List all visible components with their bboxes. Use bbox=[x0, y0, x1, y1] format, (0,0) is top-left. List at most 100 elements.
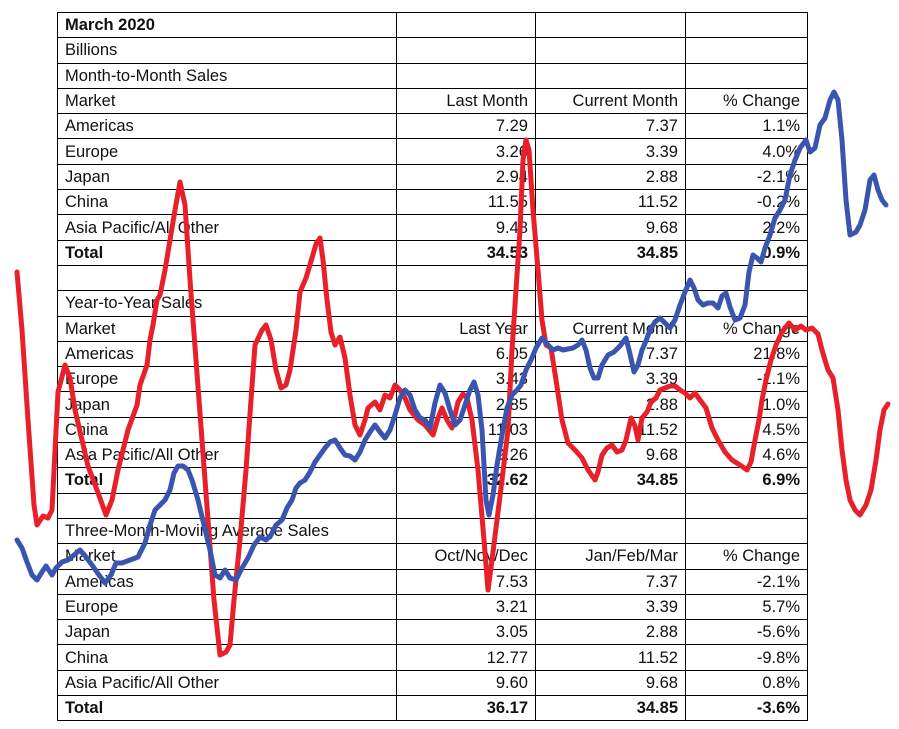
previous-value-cell: 3.26 bbox=[396, 138, 536, 165]
current-value-cell: 9.68 bbox=[535, 214, 686, 241]
percent-change-cell: 1.0% bbox=[685, 391, 808, 418]
market-cell: Total bbox=[57, 239, 397, 266]
previous-value-cell: 7.29 bbox=[396, 113, 536, 140]
percent-change-cell: -2.1% bbox=[685, 163, 808, 191]
percent-change-cell: 4.5% bbox=[685, 416, 808, 444]
table-row: Japan 2.85 2.88 1.0% bbox=[57, 391, 808, 418]
market-cell: China bbox=[57, 189, 397, 216]
blank-cell bbox=[685, 37, 808, 64]
percent-change-cell: 1.1% bbox=[685, 113, 808, 140]
previous-value-cell: 7.53 bbox=[396, 568, 536, 595]
current-value-cell: 3.39 bbox=[535, 138, 686, 165]
table-row: China 11.03 11.52 4.5% bbox=[57, 416, 808, 444]
table-row: Japan 3.05 2.88 -5.6% bbox=[57, 619, 808, 646]
section-heading-label: Three-Month-Moving Average Sales bbox=[57, 517, 397, 545]
blank-cell bbox=[685, 62, 808, 89]
blank-cell bbox=[396, 290, 536, 317]
market-cell: Japan bbox=[57, 391, 397, 418]
report-title-label: March 2020 bbox=[57, 11, 397, 39]
blank-cell bbox=[535, 492, 686, 519]
report-title: March 2020 bbox=[57, 11, 808, 39]
blank-cell bbox=[535, 37, 686, 64]
table-row: Europe 3.21 3.39 5.7% bbox=[57, 593, 808, 621]
market-cell: China bbox=[57, 644, 397, 671]
unit-label: Billions bbox=[57, 37, 808, 64]
table-row: Asia Pacific/All Other 9.48 9.68 2.2% bbox=[57, 214, 808, 241]
previous-value-cell: 11.03 bbox=[396, 416, 536, 444]
total-row: Total 32.62 34.85 6.9% bbox=[57, 467, 808, 494]
total-row: Total 34.53 34.85 0.9% bbox=[57, 239, 808, 266]
previous-value-cell: 34.53 bbox=[396, 239, 536, 266]
market-cell: Europe bbox=[57, 593, 397, 621]
market-cell: Americas bbox=[57, 340, 397, 368]
previous-value-cell: 9.60 bbox=[396, 669, 536, 697]
blank-cell bbox=[396, 264, 536, 292]
table-row: China 11.55 11.52 -0.2% bbox=[57, 189, 808, 216]
percent-change-cell: -0.2% bbox=[685, 189, 808, 216]
percent-change-cell: % Change bbox=[685, 315, 808, 342]
current-value-cell: Current Month bbox=[535, 315, 686, 342]
current-value-cell: 3.39 bbox=[535, 366, 686, 393]
section-heading-label: Month-to-Month Sales bbox=[57, 62, 397, 89]
percent-change-cell: -3.6% bbox=[685, 695, 808, 722]
market-cell: Europe bbox=[57, 138, 397, 165]
current-value-cell: 9.68 bbox=[535, 669, 686, 697]
previous-value-cell: Last Month bbox=[396, 87, 536, 115]
market-cell: Asia Pacific/All Other bbox=[57, 442, 397, 469]
market-cell: Americas bbox=[57, 568, 397, 595]
previous-value-cell: 11.55 bbox=[396, 189, 536, 216]
market-cell: Europe bbox=[57, 366, 397, 393]
blank-cell bbox=[396, 492, 536, 519]
current-value-cell: 2.88 bbox=[535, 163, 686, 191]
table-row: Europe 3.43 3.39 -1.1% bbox=[57, 366, 808, 393]
column-header-row: Market Last Year Current Month% Change bbox=[57, 315, 808, 342]
blank-cell bbox=[685, 290, 808, 317]
section-heading: Three-Month-Moving Average Sales bbox=[57, 517, 808, 545]
blank-cell bbox=[396, 11, 536, 39]
market-cell: Market bbox=[57, 315, 397, 342]
blank-cell bbox=[535, 11, 686, 39]
current-value-cell: 11.52 bbox=[535, 644, 686, 671]
previous-value-cell: 3.21 bbox=[396, 593, 536, 621]
blank-cell bbox=[535, 290, 686, 317]
blank-cell bbox=[685, 11, 808, 39]
market-cell: Market bbox=[57, 543, 397, 570]
current-value-cell: 2.88 bbox=[535, 391, 686, 418]
section-heading-label: Year-to-Year Sales bbox=[57, 290, 397, 317]
previous-value-cell: Oct/Nov/Dec bbox=[396, 543, 536, 570]
table-row: Asia Pacific/All Other 9.26 9.68 4.6% bbox=[57, 442, 808, 469]
total-row: Total 36.17 34.85 -3.6% bbox=[57, 695, 808, 722]
blank-cell bbox=[685, 264, 808, 292]
current-value-cell: 11.52 bbox=[535, 189, 686, 216]
current-value-cell: 7.37 bbox=[535, 568, 686, 595]
current-value-cell: 34.85 bbox=[535, 239, 686, 266]
percent-change-cell: -1.1% bbox=[685, 366, 808, 393]
previous-value-cell: 3.43 bbox=[396, 366, 536, 393]
previous-value-cell: Last Year bbox=[396, 315, 536, 342]
previous-value-cell: 6.05 bbox=[396, 340, 536, 368]
percent-change-cell: -9.8% bbox=[685, 644, 808, 671]
current-value-cell: 7.37 bbox=[535, 113, 686, 140]
previous-value-cell: 3.05 bbox=[396, 619, 536, 646]
percent-change-cell: % Change bbox=[685, 543, 808, 570]
market-cell: Total bbox=[57, 695, 397, 722]
percent-change-cell: % Change bbox=[685, 87, 808, 115]
current-value-cell: 11.52 bbox=[535, 416, 686, 444]
market-cell: Market bbox=[57, 87, 397, 115]
market-cell: Asia Pacific/All Other bbox=[57, 214, 397, 241]
previous-value-cell: 12.77 bbox=[396, 644, 536, 671]
spacer-row bbox=[57, 492, 808, 519]
blank-cell bbox=[57, 492, 397, 519]
table-row: Japan 2.94 2.88 -2.1% bbox=[57, 163, 808, 191]
percent-change-cell: 21.8% bbox=[685, 340, 808, 368]
percent-change-cell: 4.0% bbox=[685, 138, 808, 165]
unit-label-label: Billions bbox=[57, 37, 397, 64]
current-value-cell: 7.37 bbox=[535, 340, 686, 368]
section-heading: Year-to-Year Sales bbox=[57, 290, 808, 317]
table-row: Asia Pacific/All Other 9.60 9.68 0.8% bbox=[57, 669, 808, 697]
previous-value-cell: 2.94 bbox=[396, 163, 536, 191]
spacer-row bbox=[57, 264, 808, 292]
percent-change-cell: 0.8% bbox=[685, 669, 808, 697]
blank-cell bbox=[535, 517, 686, 545]
column-header-row: Market Last Month Current Month% Change bbox=[57, 87, 808, 115]
